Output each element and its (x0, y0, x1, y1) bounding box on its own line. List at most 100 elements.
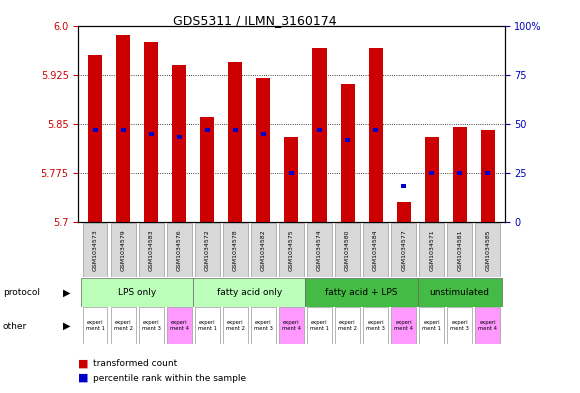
Text: experi
ment 4: experi ment 4 (394, 320, 413, 331)
Bar (93, 129, 97, 132)
Bar (88, 55, 102, 222)
Bar (223, 307, 248, 344)
Bar (256, 78, 270, 222)
Bar (481, 130, 495, 222)
Bar (251, 223, 276, 277)
Bar (447, 223, 472, 277)
Text: ▶: ▶ (63, 288, 71, 298)
Bar (148, 132, 154, 136)
Bar (476, 307, 500, 344)
Bar (111, 307, 136, 344)
Text: fatty acid + LPS: fatty acid + LPS (325, 288, 398, 297)
Text: experi
ment 2: experi ment 2 (338, 320, 357, 331)
Bar (261, 132, 266, 136)
Bar (317, 129, 322, 132)
Text: experi
ment 3: experi ment 3 (450, 320, 469, 331)
Bar (233, 129, 238, 132)
Bar (167, 307, 191, 344)
Text: GSM1034572: GSM1034572 (205, 229, 210, 271)
Text: LPS only: LPS only (118, 288, 157, 297)
Bar (340, 84, 354, 222)
Text: experi
ment 4: experi ment 4 (478, 320, 497, 331)
Bar (419, 223, 444, 277)
Bar (289, 171, 294, 175)
Bar (419, 307, 444, 344)
Bar (392, 223, 416, 277)
Text: GSM1034573: GSM1034573 (93, 229, 97, 271)
Text: experi
ment 1: experi ment 1 (198, 320, 217, 331)
Bar (200, 117, 215, 222)
Text: experi
ment 3: experi ment 3 (254, 320, 273, 331)
Bar (429, 171, 434, 175)
Text: GSM1034582: GSM1034582 (261, 229, 266, 271)
Bar (223, 223, 248, 277)
Text: percentile rank within the sample: percentile rank within the sample (93, 374, 246, 382)
Bar (251, 307, 276, 344)
Bar (172, 65, 186, 222)
Text: ■: ■ (78, 358, 89, 369)
Text: protocol: protocol (3, 288, 40, 297)
Text: GDS5311 / ILMN_3160174: GDS5311 / ILMN_3160174 (173, 14, 337, 27)
Bar (363, 307, 388, 344)
Text: experi
ment 2: experi ment 2 (114, 320, 133, 331)
Text: GSM1034579: GSM1034579 (121, 229, 126, 271)
Bar (167, 223, 191, 277)
Bar (116, 35, 130, 222)
Bar (81, 278, 193, 307)
Bar (335, 223, 360, 277)
Bar (284, 137, 299, 222)
Bar (368, 48, 383, 222)
Bar (392, 307, 416, 344)
Text: experi
ment 4: experi ment 4 (170, 320, 188, 331)
Bar (373, 129, 378, 132)
Bar (401, 184, 406, 188)
Text: GSM1034578: GSM1034578 (233, 229, 238, 271)
Bar (193, 278, 306, 307)
Bar (307, 307, 332, 344)
Bar (83, 223, 107, 277)
Bar (279, 307, 304, 344)
Text: experi
ment 1: experi ment 1 (86, 320, 104, 331)
Bar (195, 307, 220, 344)
Bar (177, 135, 182, 139)
Bar (335, 307, 360, 344)
Bar (195, 223, 220, 277)
Bar (279, 223, 304, 277)
Bar (83, 307, 107, 344)
Text: unstimulated: unstimulated (430, 288, 490, 297)
Bar (111, 223, 136, 277)
Bar (307, 223, 332, 277)
Text: GSM1034571: GSM1034571 (429, 229, 434, 271)
Bar (397, 202, 411, 222)
Bar (139, 223, 164, 277)
Bar (313, 48, 327, 222)
Bar (205, 129, 210, 132)
Text: experi
ment 2: experi ment 2 (226, 320, 245, 331)
Text: transformed count: transformed count (93, 359, 177, 368)
Text: experi
ment 3: experi ment 3 (366, 320, 385, 331)
Text: fatty acid only: fatty acid only (217, 288, 282, 297)
Text: GSM1034580: GSM1034580 (345, 229, 350, 271)
Text: experi
ment 4: experi ment 4 (282, 320, 301, 331)
Bar (139, 307, 164, 344)
Text: GSM1034585: GSM1034585 (485, 229, 490, 271)
Bar (229, 62, 242, 222)
Text: other: other (3, 322, 27, 331)
Text: experi
ment 1: experi ment 1 (422, 320, 441, 331)
Text: experi
ment 1: experi ment 1 (310, 320, 329, 331)
Bar (485, 171, 490, 175)
Bar (453, 127, 467, 222)
Text: GSM1034576: GSM1034576 (177, 229, 182, 271)
Bar (363, 223, 388, 277)
Bar (144, 42, 158, 222)
Text: experi
ment 3: experi ment 3 (142, 320, 161, 331)
Bar (457, 171, 462, 175)
Text: GSM1034574: GSM1034574 (317, 229, 322, 271)
Bar (447, 307, 472, 344)
Bar (476, 223, 500, 277)
Text: ■: ■ (78, 373, 89, 383)
Bar (121, 129, 126, 132)
Bar (345, 138, 350, 142)
Text: GSM1034584: GSM1034584 (373, 229, 378, 271)
Text: GSM1034581: GSM1034581 (457, 229, 462, 271)
